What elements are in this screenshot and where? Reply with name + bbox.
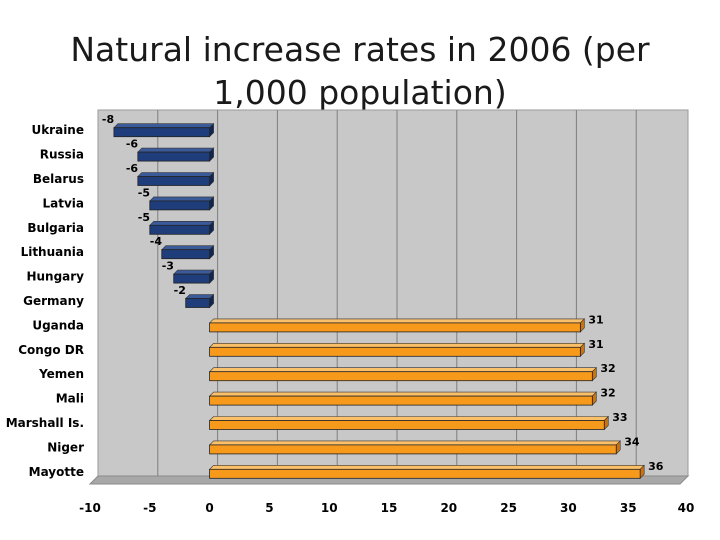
x-tick-label: 10 bbox=[321, 501, 338, 515]
category-label: Marshall Is. bbox=[6, 416, 84, 430]
data-label: 32 bbox=[600, 387, 615, 400]
bar-top-face bbox=[137, 147, 215, 153]
bar-lithuania bbox=[161, 244, 215, 260]
bar-front-face bbox=[209, 468, 641, 479]
bar-top-face bbox=[149, 196, 215, 202]
gridlines bbox=[157, 110, 637, 476]
category-label: Yemen bbox=[38, 367, 84, 381]
bars bbox=[113, 122, 645, 480]
data-label: -5 bbox=[138, 211, 150, 224]
data-label: 31 bbox=[588, 313, 603, 326]
bar-front-face bbox=[209, 444, 617, 455]
x-tick-label: 40 bbox=[678, 501, 695, 515]
bar-ukraine bbox=[113, 122, 215, 138]
bar-top-face bbox=[137, 172, 215, 177]
bar-hungary bbox=[172, 269, 215, 284]
bar-mayotte bbox=[208, 464, 645, 480]
category-labels: Ukraine Russia Belarus Latvia Bulgaria Lithua… bbox=[6, 123, 84, 479]
bar-top-face bbox=[208, 391, 598, 397]
data-label: 34 bbox=[624, 435, 640, 448]
data-label: -6 bbox=[126, 162, 139, 175]
bar-top-face bbox=[208, 416, 610, 421]
x-axis-tick-labels: -10 -5 0 5 10 15 20 25 30 35 40 bbox=[79, 501, 694, 515]
bar-front-face bbox=[173, 273, 211, 284]
x-tick-label: 35 bbox=[620, 501, 637, 515]
bar-top-face bbox=[208, 440, 621, 446]
data-label: -2 bbox=[174, 284, 186, 297]
bar-top-face bbox=[208, 318, 586, 324]
bar-bulgaria bbox=[149, 220, 215, 236]
slide-title: Natural increase rates in 2006 (per 1,00… bbox=[70, 30, 650, 112]
bar-top-face bbox=[113, 123, 215, 128]
bar-uganda bbox=[208, 318, 586, 333]
category-label: Mali bbox=[56, 392, 84, 406]
bar-front-face bbox=[161, 249, 210, 260]
x-tick-label: 20 bbox=[440, 501, 457, 515]
category-label: Lithuania bbox=[21, 245, 84, 259]
bar-front-face bbox=[185, 298, 210, 308]
category-label: Ukraine bbox=[31, 123, 84, 137]
bar-congo-dr bbox=[208, 342, 586, 358]
category-label: Uganda bbox=[32, 318, 84, 332]
data-label: -4 bbox=[150, 235, 163, 248]
category-label: Bulgaria bbox=[27, 221, 84, 235]
bar-front-face bbox=[209, 322, 581, 333]
bar-niger bbox=[208, 440, 621, 455]
data-label: -6 bbox=[126, 138, 139, 151]
x-tick-label: -10 bbox=[79, 501, 101, 515]
bar-russia bbox=[137, 147, 215, 162]
category-label: Germany bbox=[23, 294, 84, 308]
bar-top-face bbox=[208, 367, 598, 373]
category-label: Russia bbox=[40, 148, 84, 162]
bar-front-face bbox=[137, 151, 210, 162]
bar-top-face bbox=[184, 294, 215, 299]
data-label: -5 bbox=[138, 186, 150, 199]
bar-top-face bbox=[149, 221, 215, 226]
bar-top-face bbox=[208, 464, 645, 470]
bar-latvia bbox=[149, 196, 215, 211]
bar-front-face bbox=[149, 200, 211, 211]
bar-front-face bbox=[209, 420, 605, 430]
bar-marshall-is bbox=[208, 415, 610, 431]
x-tick-label: -5 bbox=[143, 501, 156, 515]
category-label: Hungary bbox=[26, 270, 84, 284]
bar-front-face bbox=[209, 346, 581, 357]
data-label: 31 bbox=[588, 338, 603, 351]
category-label: Latvia bbox=[42, 196, 84, 210]
bar-front-face bbox=[209, 395, 593, 406]
bar-top-face bbox=[161, 245, 215, 250]
bar-belarus bbox=[137, 171, 215, 187]
bar-yemen bbox=[208, 366, 598, 382]
bar-front-face bbox=[137, 176, 210, 186]
x-tick-label: 30 bbox=[560, 501, 577, 515]
bar-front-face bbox=[149, 224, 211, 235]
x-tick-label: 0 bbox=[205, 501, 213, 515]
data-label: 33 bbox=[612, 411, 627, 424]
x-tick-label: 5 bbox=[265, 501, 273, 515]
bar-top-face bbox=[172, 269, 215, 275]
category-label: Congo DR bbox=[18, 343, 84, 357]
data-label: -3 bbox=[162, 260, 174, 273]
bar-front-face bbox=[209, 371, 593, 382]
category-label: Niger bbox=[47, 440, 84, 454]
category-label: Belarus bbox=[33, 172, 84, 186]
plot-back-wall bbox=[97, 109, 689, 477]
category-label: Mayotte bbox=[29, 465, 84, 479]
bar-mali bbox=[208, 391, 598, 406]
bar-germany bbox=[184, 293, 215, 309]
x-tick-label: 15 bbox=[381, 501, 398, 515]
data-label: -8 bbox=[102, 113, 114, 126]
data-label: 36 bbox=[648, 460, 664, 473]
x-tick-label: 25 bbox=[500, 501, 517, 515]
bar-front-face bbox=[113, 127, 210, 138]
bar-top-face bbox=[208, 342, 586, 348]
data-label: 32 bbox=[600, 362, 615, 375]
